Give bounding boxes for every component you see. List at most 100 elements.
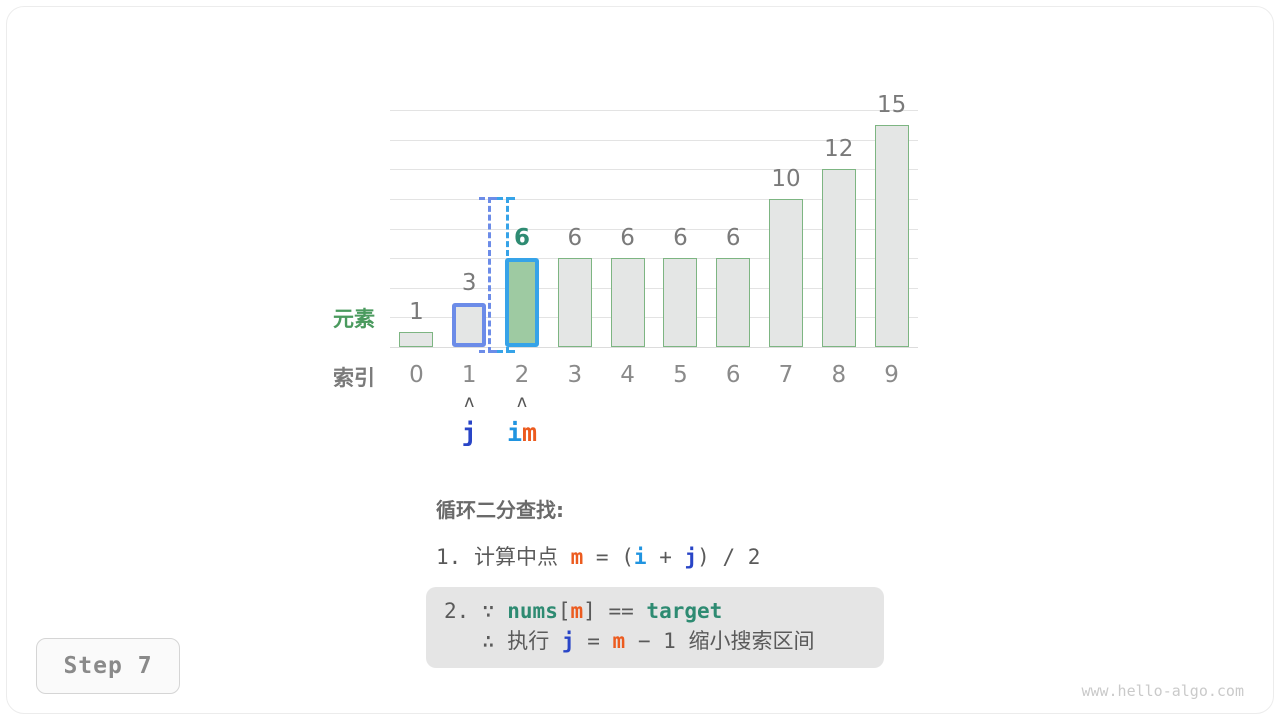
line1-var-i: i bbox=[633, 545, 647, 569]
line1-paren-close: ) bbox=[697, 545, 710, 569]
index-label: 4 bbox=[620, 362, 635, 388]
bar bbox=[769, 198, 803, 347]
pointer-caret-icon: ʌ bbox=[516, 392, 528, 412]
line2-space-3 bbox=[596, 599, 609, 623]
index-label: 2 bbox=[514, 362, 530, 388]
gridline bbox=[390, 317, 918, 319]
bar bbox=[716, 258, 751, 347]
line1-space-6 bbox=[672, 545, 685, 569]
therefore-symbol: ∴ bbox=[481, 629, 495, 653]
pointer-label-j: j bbox=[439, 418, 499, 447]
explanation-highlight-box: 2. ∵ nums[m] == target ∴ 执行 j = m − 1 缩小… bbox=[426, 587, 884, 668]
bar bbox=[874, 124, 909, 347]
bar-value-label: 1 bbox=[409, 299, 424, 326]
bar bbox=[399, 332, 434, 347]
line1-var-m: m bbox=[570, 545, 584, 569]
pointer-label-im: im bbox=[492, 418, 552, 447]
index-label: 9 bbox=[884, 362, 899, 388]
pointer-var-m: m bbox=[522, 418, 538, 447]
line1-space-5 bbox=[647, 545, 660, 569]
line2-space-4 bbox=[634, 599, 647, 623]
row-label-index: 索引 bbox=[333, 366, 375, 390]
line2-space-2 bbox=[495, 599, 508, 623]
index-label: 3 bbox=[567, 362, 583, 388]
line1-plus: + bbox=[659, 545, 672, 569]
gridline bbox=[390, 287, 918, 289]
line3-exec: 执行 bbox=[507, 629, 550, 653]
bar bbox=[610, 258, 645, 347]
line1-two: 2 bbox=[747, 545, 761, 569]
bar-value-label: 6 bbox=[725, 225, 741, 252]
watermark: www.hello-algo.com bbox=[1081, 682, 1244, 700]
line2-bracket-close: ] bbox=[583, 599, 596, 623]
line1-paren-open: ( bbox=[621, 545, 634, 569]
explanation-line-3: ∴ 执行 j = m − 1 缩小搜索区间 bbox=[444, 631, 868, 652]
line1-var-j: j bbox=[684, 545, 698, 569]
explanation-title: 循环二分查找: bbox=[436, 498, 564, 522]
line1-space-1 bbox=[461, 545, 474, 569]
bar-value-label: 10 bbox=[771, 165, 801, 192]
line3-space-5 bbox=[625, 629, 638, 653]
bar-value-label: 3 bbox=[461, 269, 477, 296]
line2-eqeq: == bbox=[608, 599, 634, 623]
bar-value-label: 6 bbox=[673, 225, 688, 252]
bar-value-label: 6 bbox=[567, 225, 583, 252]
bar-value-label: 6 bbox=[513, 225, 530, 252]
line3-indent bbox=[444, 629, 482, 653]
line2-bracket-open: [ bbox=[557, 599, 571, 623]
index-label: 7 bbox=[778, 362, 794, 388]
line3-var-j: j bbox=[561, 629, 575, 653]
explanation-line-1: 1. 计算中点 m = (i + j) / 2 bbox=[436, 547, 906, 568]
bar bbox=[557, 258, 592, 347]
line1-eq: = bbox=[595, 545, 609, 569]
line3-tail: 缩小搜索区间 bbox=[688, 629, 815, 653]
explanation-block: 循环二分查找: 1. 计算中点 m = (i + j) / 2 2. ∵ num… bbox=[426, 494, 906, 668]
line1-div: / bbox=[722, 545, 736, 569]
line3-minus: − bbox=[637, 629, 651, 653]
line3-space-7 bbox=[676, 629, 689, 653]
line1-number: 1. bbox=[436, 545, 462, 569]
line1-space-7 bbox=[710, 545, 723, 569]
bar bbox=[821, 169, 856, 347]
bar-chart bbox=[390, 110, 918, 353]
gridline bbox=[390, 110, 918, 111]
line2-target: target bbox=[646, 599, 723, 623]
gridline bbox=[390, 258, 918, 260]
gridline bbox=[390, 198, 918, 200]
line1-text: 计算中点 bbox=[473, 545, 558, 569]
pointer-var-j: j bbox=[461, 418, 477, 447]
line1-space-3 bbox=[583, 545, 596, 569]
bracket-vertical-edge bbox=[487, 197, 491, 353]
bar-mid-highlight bbox=[505, 258, 539, 347]
gridline bbox=[390, 169, 918, 171]
line3-one: 1 bbox=[663, 629, 676, 653]
line3-space-4 bbox=[600, 629, 613, 653]
index-label: 0 bbox=[409, 362, 424, 388]
because-symbol: ∵ bbox=[481, 599, 495, 623]
line3-eq: = bbox=[587, 629, 600, 653]
pointer-caret-icon: ʌ bbox=[464, 392, 475, 412]
explanation-line-2: 2. ∵ nums[m] == target bbox=[444, 601, 868, 622]
line1-space-8 bbox=[735, 545, 748, 569]
line2-nums: nums bbox=[507, 599, 558, 623]
line3-space-2 bbox=[549, 629, 562, 653]
gridline bbox=[390, 228, 918, 230]
line1-space-4 bbox=[609, 545, 622, 569]
line3-space-3 bbox=[575, 629, 588, 653]
index-label: 1 bbox=[461, 362, 477, 388]
gridline bbox=[390, 139, 918, 141]
index-label: 6 bbox=[725, 362, 741, 388]
bar-value-label: 12 bbox=[824, 136, 854, 163]
line1-space-2 bbox=[558, 545, 571, 569]
index-label: 8 bbox=[831, 362, 847, 388]
line2-space-1 bbox=[469, 599, 482, 623]
bar bbox=[663, 258, 698, 347]
line3-var-m: m bbox=[612, 629, 626, 653]
step-badge: Step 7 bbox=[36, 638, 180, 694]
line3-space-1 bbox=[495, 629, 508, 653]
bar-pointer-j bbox=[452, 302, 487, 347]
bar-value-label: 15 bbox=[876, 91, 907, 118]
axis-baseline bbox=[390, 347, 918, 348]
line3-space-6 bbox=[651, 629, 664, 653]
line2-var-m: m bbox=[570, 599, 584, 623]
